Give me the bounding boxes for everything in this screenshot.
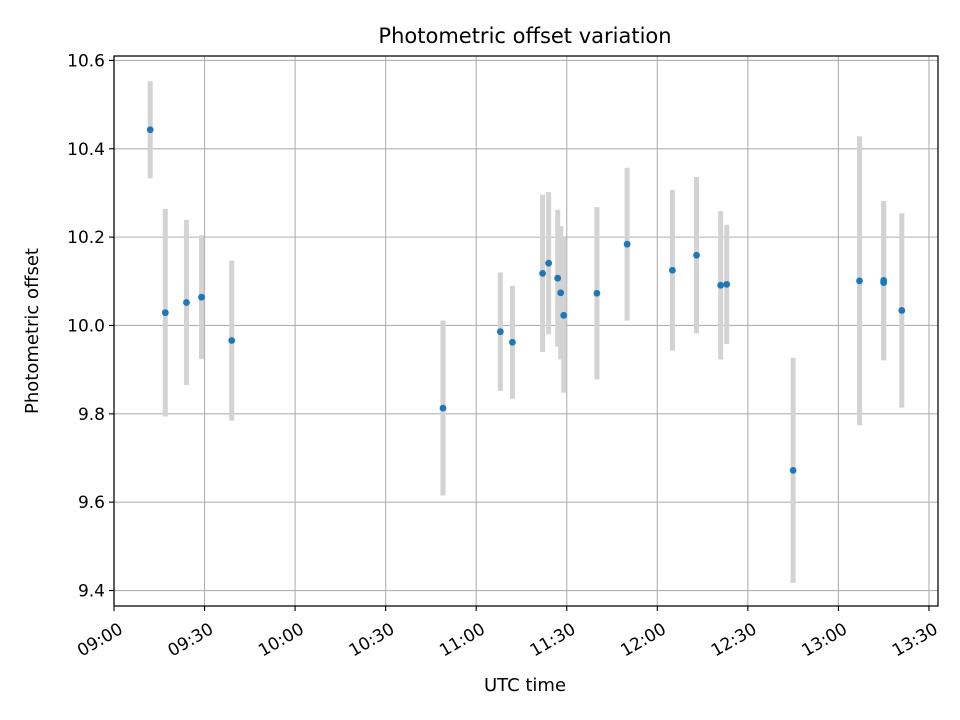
data-point — [539, 269, 547, 277]
y-tick-label: 10.4 — [67, 140, 105, 160]
y-tick-label: 9.6 — [78, 493, 105, 513]
data-point — [146, 126, 154, 134]
data-point — [668, 266, 676, 274]
data-point — [880, 279, 888, 287]
data-point — [554, 274, 562, 282]
data-point — [723, 280, 731, 288]
plot-area-frame — [113, 55, 939, 607]
data-point — [557, 289, 565, 297]
data-point — [789, 466, 797, 474]
data-point — [623, 240, 631, 248]
data-point — [496, 328, 504, 336]
y-axis-label: Photometric offset — [22, 248, 43, 414]
data-point — [717, 281, 725, 289]
grid — [113, 56, 938, 606]
y-tick-label: 10.6 — [67, 51, 105, 71]
data-point — [439, 404, 447, 412]
data-point — [693, 251, 700, 259]
data-point — [545, 259, 553, 267]
data-point — [228, 337, 236, 344]
chart-title: Photometric offset variation — [378, 24, 671, 48]
data-point — [161, 309, 169, 317]
data-points — [146, 126, 906, 474]
y-axis-ticks: 9.4 9.6 9.8 10.0 10.2 10.4 10.6 — [67, 51, 114, 602]
data-point — [898, 307, 906, 314]
data-point — [856, 277, 863, 285]
data-point — [183, 299, 190, 306]
data-point — [593, 289, 601, 297]
data-point — [198, 293, 205, 301]
data-point — [509, 338, 516, 346]
y-tick-label: 10.2 — [67, 228, 105, 248]
x-axis-label: UTC time — [484, 675, 566, 696]
y-tick-label: 10.0 — [67, 316, 105, 336]
data-point — [560, 311, 568, 319]
y-tick-label: 9.8 — [78, 405, 105, 425]
y-tick-label: 9.4 — [78, 582, 105, 602]
